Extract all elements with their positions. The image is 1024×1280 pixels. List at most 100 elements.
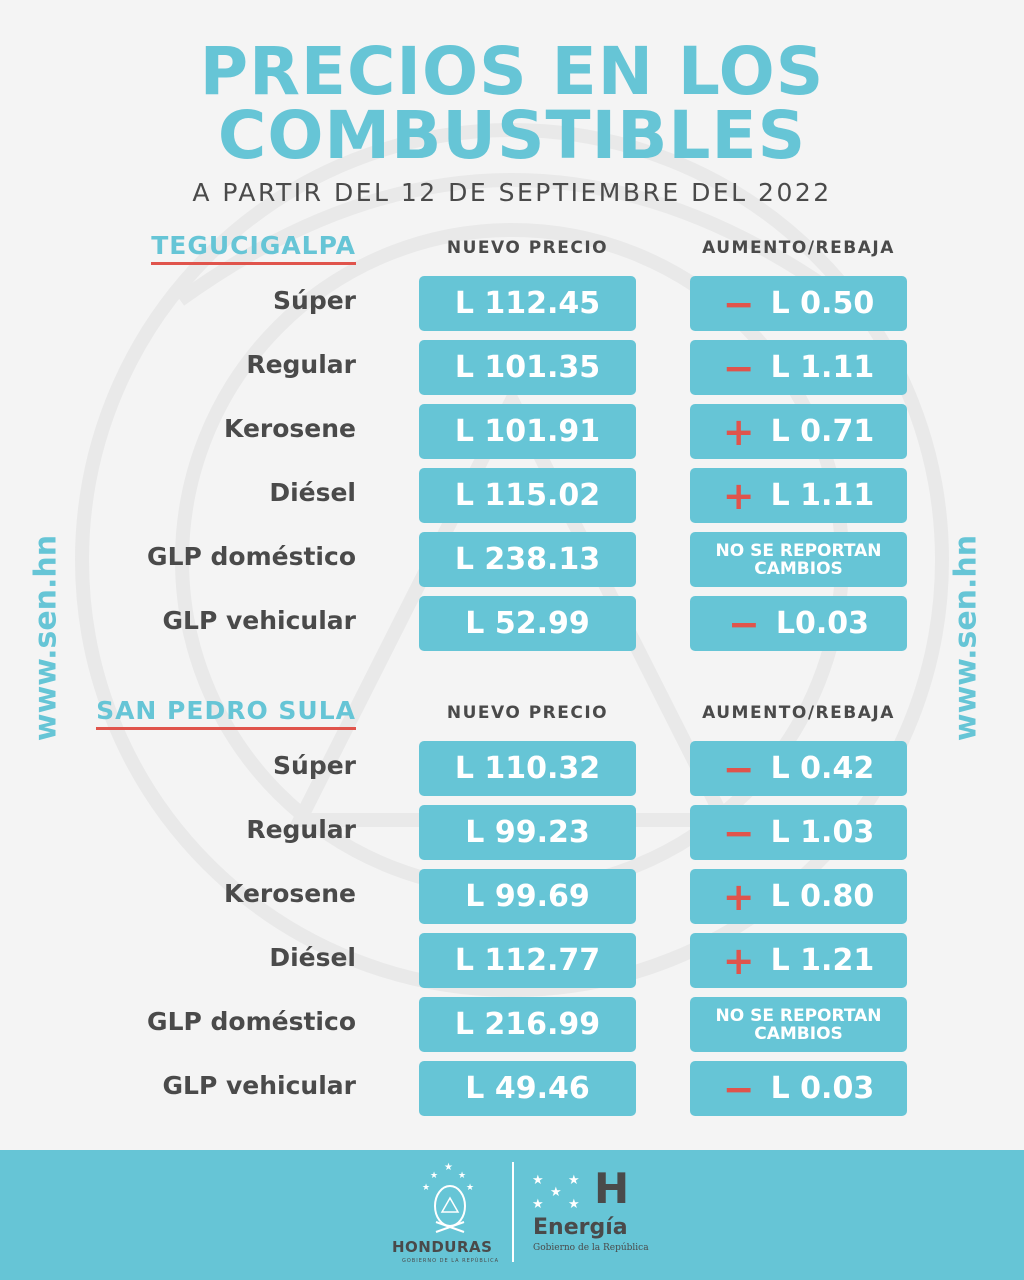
price-change-value: L 0.80 bbox=[770, 879, 875, 914]
footer-divider bbox=[512, 1162, 514, 1262]
fuel-price-row: GLP vehicular L 49.46 − L 0.03 bbox=[0, 1061, 1024, 1116]
new-price-value: L 99.69 bbox=[465, 879, 590, 914]
page-subtitle: A PARTIR DEL 12 DE SEPTIEMBRE DEL 2022 bbox=[192, 178, 832, 207]
new-price-value: L 52.99 bbox=[465, 606, 590, 641]
honduras-coat-of-arms-icon: ★★ ★★ ★ bbox=[422, 1162, 474, 1233]
new-price-value: L 99.23 bbox=[465, 815, 590, 850]
fuel-name: Regular bbox=[246, 350, 356, 379]
minus-icon: − bbox=[722, 281, 755, 326]
minus-icon: − bbox=[722, 345, 755, 390]
price-change-value: L 1.11 bbox=[770, 350, 875, 385]
new-price-box: L 99.69 bbox=[419, 869, 636, 924]
price-change-value: L 1.21 bbox=[770, 943, 875, 978]
svg-text:★: ★ bbox=[458, 1171, 466, 1181]
honduras-logo-subtext: GOBIERNO DE LA REPÚBLICA bbox=[402, 1258, 500, 1264]
fuel-name: Regular bbox=[246, 815, 356, 844]
svg-text:★: ★ bbox=[444, 1162, 453, 1173]
new-price-box: L 110.32 bbox=[419, 741, 636, 796]
fuel-name: GLP vehicular bbox=[162, 606, 356, 635]
fuel-price-row: GLP vehicular L 52.99 − L0.03 bbox=[0, 596, 1024, 651]
svg-text:★: ★ bbox=[466, 1183, 474, 1193]
price-change-value: L 1.03 bbox=[770, 815, 875, 850]
new-price-value: L 110.32 bbox=[454, 751, 601, 786]
column-header-new-price: NUEVO PRECIO bbox=[446, 238, 609, 258]
price-change-box: + L 1.21 bbox=[690, 933, 907, 988]
no-change-text: NO SE REPORTAN CAMBIOS bbox=[715, 1005, 882, 1044]
energia-logo-subtext: Gobierno de la República bbox=[533, 1243, 649, 1253]
page-title-line1: PRECIOS EN LOS bbox=[199, 33, 825, 110]
energia-stars-icon: ★ ★ ★ ★ ★ bbox=[532, 1173, 580, 1212]
price-change-box: − L0.03 bbox=[690, 596, 907, 651]
energia-logo-text: Energía bbox=[533, 1215, 628, 1240]
svg-text:★: ★ bbox=[532, 1197, 544, 1212]
city-heading: TEGUCIGALPA bbox=[151, 231, 356, 265]
energia-h-logo: H bbox=[594, 1164, 630, 1213]
minus-icon: − bbox=[728, 601, 760, 646]
new-price-box: L 216.99 bbox=[419, 997, 636, 1052]
price-change-value: L 0.42 bbox=[770, 751, 875, 786]
fuel-price-row: Diésel L 115.02 + L 1.11 bbox=[0, 468, 1024, 523]
fuel-price-row: GLP doméstico L 238.13 NO SE REPORTAN CA… bbox=[0, 532, 1024, 587]
plus-icon: + bbox=[722, 473, 755, 518]
price-change-box: − L 0.03 bbox=[690, 1061, 907, 1116]
fuel-price-row: GLP doméstico L 216.99 NO SE REPORTAN CA… bbox=[0, 997, 1024, 1052]
new-price-value: L 112.45 bbox=[454, 286, 601, 321]
fuel-name: Súper bbox=[273, 286, 356, 315]
new-price-value: L 238.13 bbox=[454, 542, 601, 577]
fuel-name: Kerosene bbox=[224, 414, 356, 443]
column-header-new-price: NUEVO PRECIO bbox=[446, 703, 609, 723]
svg-text:★: ★ bbox=[568, 1173, 580, 1188]
plus-icon: + bbox=[722, 938, 755, 983]
plus-icon: + bbox=[722, 874, 755, 919]
minus-icon: − bbox=[722, 1066, 755, 1111]
price-change-box: NO SE REPORTAN CAMBIOS bbox=[690, 532, 907, 587]
new-price-box: L 101.35 bbox=[419, 340, 636, 395]
new-price-box: L 101.91 bbox=[419, 404, 636, 459]
price-change-box: − L 0.42 bbox=[690, 741, 907, 796]
fuel-price-row: Diésel L 112.77 + L 1.21 bbox=[0, 933, 1024, 988]
new-price-box: L 238.13 bbox=[419, 532, 636, 587]
price-change-box: − L 1.11 bbox=[690, 340, 907, 395]
fuel-name: Kerosene bbox=[224, 879, 356, 908]
new-price-box: L 115.02 bbox=[419, 468, 636, 523]
new-price-value: L 101.91 bbox=[454, 414, 601, 449]
price-change-box: + L 0.71 bbox=[690, 404, 907, 459]
price-change-value: L 0.50 bbox=[770, 286, 875, 321]
new-price-value: L 112.77 bbox=[454, 943, 601, 978]
minus-icon: − bbox=[722, 810, 755, 855]
fuel-price-row: Súper L 112.45 − L 0.50 bbox=[0, 276, 1024, 331]
price-change-box: + L 1.11 bbox=[690, 468, 907, 523]
new-price-value: L 115.02 bbox=[454, 478, 601, 513]
fuel-price-row: Súper L 110.32 − L 0.42 bbox=[0, 741, 1024, 796]
price-change-box: − L 1.03 bbox=[690, 805, 907, 860]
fuel-name: Diésel bbox=[269, 943, 356, 972]
price-change-box: NO SE REPORTAN CAMBIOS bbox=[690, 997, 907, 1052]
new-price-box: L 52.99 bbox=[419, 596, 636, 651]
fuel-price-row: Kerosene L 99.69 + L 0.80 bbox=[0, 869, 1024, 924]
price-change-value: L0.03 bbox=[775, 606, 869, 641]
minus-icon: − bbox=[722, 746, 755, 791]
fuel-price-row: Regular L 101.35 − L 1.11 bbox=[0, 340, 1024, 395]
price-change-box: + L 0.80 bbox=[690, 869, 907, 924]
svg-text:★: ★ bbox=[532, 1173, 544, 1188]
fuel-name: Diésel bbox=[269, 478, 356, 507]
new-price-box: L 112.45 bbox=[419, 276, 636, 331]
new-price-value: L 216.99 bbox=[454, 1007, 601, 1042]
page-title-line2: COMBUSTIBLES bbox=[217, 97, 807, 174]
price-change-value: L 0.71 bbox=[770, 414, 875, 449]
fuel-name: GLP vehicular bbox=[162, 1071, 356, 1100]
plus-icon: + bbox=[722, 409, 755, 454]
column-header-change: AUMENTO/REBAJA bbox=[702, 703, 895, 723]
fuel-price-row: Regular L 99.23 − L 1.03 bbox=[0, 805, 1024, 860]
column-header-change: AUMENTO/REBAJA bbox=[702, 238, 895, 258]
fuel-price-row: Kerosene L 101.91 + L 0.71 bbox=[0, 404, 1024, 459]
price-change-value: L 0.03 bbox=[770, 1071, 875, 1106]
city-heading: SAN PEDRO SULA bbox=[96, 696, 356, 730]
price-change-box: − L 0.50 bbox=[690, 276, 907, 331]
svg-text:★: ★ bbox=[568, 1197, 580, 1212]
svg-text:★: ★ bbox=[430, 1171, 438, 1181]
fuel-name: GLP doméstico bbox=[147, 542, 356, 571]
fuel-name: GLP doméstico bbox=[147, 1007, 356, 1036]
no-change-text: NO SE REPORTAN CAMBIOS bbox=[715, 540, 882, 579]
new-price-box: L 99.23 bbox=[419, 805, 636, 860]
